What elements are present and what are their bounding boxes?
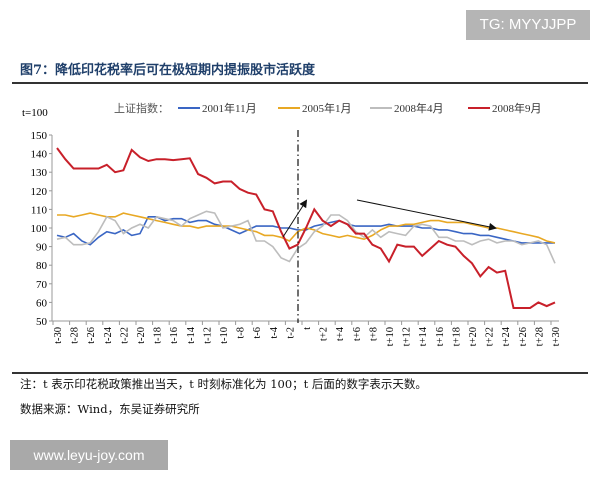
line-chart: t=100 上证指数： 2001年11月 2005年1月 2008年4月 2008年9… <box>22 101 562 346</box>
x-tick-label: t-8 <box>236 327 247 339</box>
y-tick-label: 110 <box>31 204 48 216</box>
x-tick-label: t+20 <box>468 327 479 346</box>
footer-rule <box>12 372 588 374</box>
x-tick-label: t-22 <box>119 327 130 344</box>
x-tick-label: t+10 <box>385 327 396 346</box>
data-source: 数据来源：Wind，东吴证券研究所 <box>20 402 200 416</box>
x-tick-label: t-20 <box>136 327 147 344</box>
y-tick-label: 120 <box>31 186 48 198</box>
x-tick-label: t+24 <box>501 326 512 346</box>
x-tick-label: t-26 <box>86 327 97 344</box>
x-tick-label: t+18 <box>451 327 462 346</box>
x-tick-label: t-14 <box>186 326 197 344</box>
legend: 上证指数： 2001年11月 2005年1月 2008年4月 2008年9月 <box>114 101 542 115</box>
x-tick-label: t+16 <box>435 327 446 346</box>
x-tick-label: t-28 <box>70 327 81 344</box>
x-tick-label: t+28 <box>534 327 545 346</box>
x-tick-label: t+8 <box>368 327 379 341</box>
downtrend-arrow-annotation <box>356 199 497 231</box>
series-line-2008年4月 <box>56 210 556 264</box>
y-tick-label: 130 <box>31 167 48 179</box>
x-tick-label: t+12 <box>402 327 413 346</box>
y-tick-label: 60 <box>36 297 48 309</box>
legend-entry: 2008年9月 <box>492 101 542 115</box>
y-tick-label: 90 <box>36 242 48 254</box>
x-tick-label: t+6 <box>352 327 363 341</box>
series-line-2008年9月 <box>56 147 556 309</box>
legend-entry: 2005年1月 <box>302 101 352 115</box>
x-tick-label: t-16 <box>169 327 180 344</box>
x-tick-label: t+30 <box>551 327 562 346</box>
chart-note: 注：t 表示印花税政策推出当天，t 时刻标准化为 100；t 后面的数字表示天数… <box>20 377 427 391</box>
y-tick-label: 70 <box>36 279 48 291</box>
title-rule <box>12 82 588 84</box>
x-tick-label: t+4 <box>335 326 346 341</box>
legend-entry: 2008年4月 <box>394 101 444 115</box>
y-tick-label: 150 <box>31 130 48 142</box>
y-tick-label: 140 <box>31 149 48 161</box>
y-tick-label: 50 <box>36 316 48 328</box>
x-tick-label: t <box>302 327 313 330</box>
y-tick-label: 100 <box>31 223 48 235</box>
x-tick-label: t-24 <box>103 326 114 344</box>
x-tick-label: t+22 <box>485 327 496 346</box>
y-tick-label: 80 <box>36 260 48 272</box>
y-axis-label: t=100 <box>22 107 48 119</box>
x-tick-label: t+2 <box>319 327 330 341</box>
watermark-top: TG: MYYJJPP <box>466 10 590 40</box>
x-tick-label: t+14 <box>418 326 429 346</box>
figure-title: 图7：降低印花税率后可在极短期内提振股市活跃度 <box>20 63 316 78</box>
watermark-bottom: www.leyu-joy.com <box>10 440 168 470</box>
legend-entry: 2001年11月 <box>202 101 257 115</box>
x-tick-label: t-10 <box>219 327 230 344</box>
x-tick-label: t-4 <box>269 326 280 338</box>
legend-title: 上证指数： <box>114 101 169 115</box>
up-arrow-annotation <box>282 199 308 238</box>
x-tick-label: t+26 <box>518 327 529 346</box>
x-tick-label: t-18 <box>153 327 164 344</box>
x-tick-label: t-2 <box>285 327 296 339</box>
x-tick-label: t-12 <box>202 327 213 344</box>
x-tick-label: t-30 <box>53 327 64 344</box>
x-tick-label: t-6 <box>252 327 263 339</box>
